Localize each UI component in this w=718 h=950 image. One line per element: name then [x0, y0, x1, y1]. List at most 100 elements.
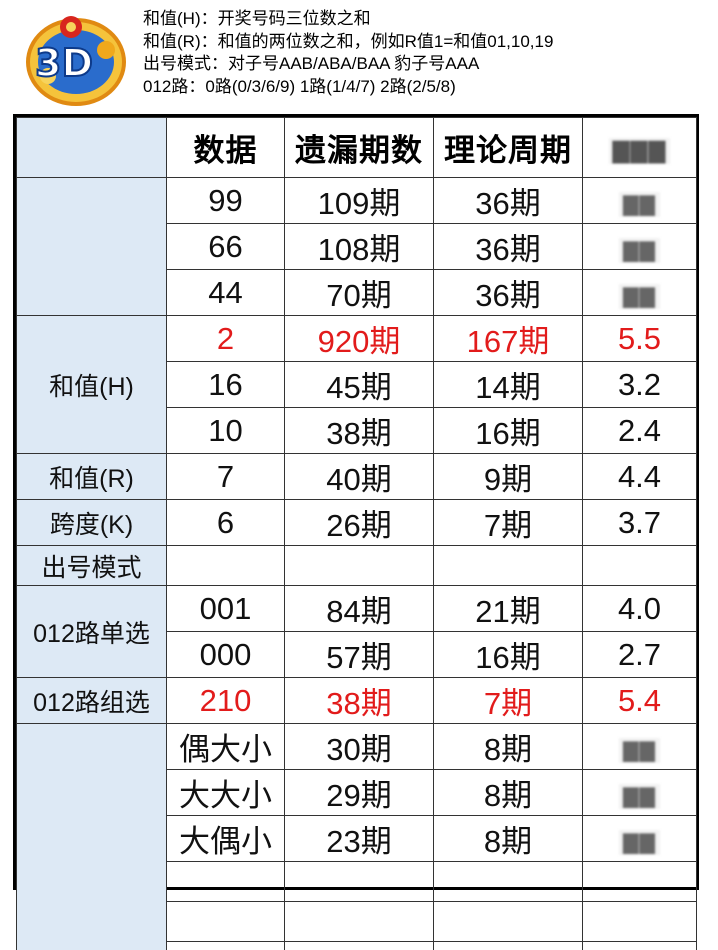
ratio-cell [582, 941, 697, 950]
table-row: 66 108期 36期 ▇▇ [17, 223, 697, 270]
table-row: 大大小 29期 8期 ▇▇ [17, 769, 697, 816]
category-cell: 和值(H) [16, 315, 167, 454]
data-cell: 210 [166, 677, 285, 724]
ratio-cell: 3.2 [582, 361, 697, 408]
ratio-blurred-value: ▇▇ [619, 829, 660, 855]
cycle-cell: 16期 [433, 631, 583, 678]
cycle-cell: 9期 [433, 453, 583, 500]
table-row: 跨度(K) 6 26期 7期 3.7 [16, 499, 697, 546]
table-row: 16 45期 14期 3.2 [17, 361, 697, 408]
miss-cell: 108期 [284, 223, 434, 270]
ratio-cell: 3.7 [582, 499, 697, 546]
cycle-cell: 7期 [433, 677, 583, 724]
ratio-cell: 5.5 [582, 315, 697, 362]
ratio-blurred-value: ▇▇ [619, 783, 660, 809]
table-row: 出号模式 [16, 545, 697, 586]
table-row: 44 70期 36期 ▇▇ [17, 269, 697, 316]
ratio-cell: ▇▇ [582, 269, 697, 316]
miss-cell: 84期 [284, 585, 434, 632]
statistics-table: 数据 遗漏期数 理论周期 ▇▇▇ 99 109期 36期 ▇▇ 66 108期 36期 ▇▇ 4… [16, 117, 697, 950]
ratio-blurred-value: ▇▇ [619, 237, 660, 263]
cycle-cell [433, 861, 583, 902]
miss-cell: 38期 [284, 677, 434, 724]
category-cell: 出号模式 [16, 545, 167, 586]
table-row: 99 109期 36期 ▇▇ [16, 177, 697, 316]
data-cell: 44 [166, 269, 285, 316]
legend-notes: 和值(H)：开奖号码三位数之和 和值(R)：和值的两位数之和，例如R值1=和值0… [143, 8, 553, 98]
cycle-cell: 21期 [433, 585, 583, 632]
table-row: 10 38期 16期 2.4 [17, 407, 697, 454]
ratio-cell: ▇▇ [582, 177, 697, 224]
cycle-cell [433, 901, 583, 942]
ratio-blurred-value: ▇▇ [619, 283, 660, 309]
category-cell: 和值(R) [16, 453, 167, 500]
table-row: 和值(H) 2 920期 167期 5.5 [16, 315, 697, 454]
ratio-cell: 4.4 [582, 453, 697, 500]
miss-cell: 57期 [284, 631, 434, 678]
logo-text: 3D [35, 41, 93, 85]
statistics-table-frame: 数据 遗漏期数 理论周期 ▇▇▇ 99 109期 36期 ▇▇ 66 108期 36期 ▇▇ 4… [13, 114, 699, 950]
note-line: 和值(R)：和值的两位数之和，例如R值1=和值01,10,19 [143, 31, 554, 51]
cycle-cell: 36期 [433, 269, 583, 316]
note-line: 出号模式：对子号AAB/ABA/BAA 豹子号AAA [143, 54, 480, 73]
ratio-cell: 5.4 [582, 677, 697, 724]
header-missed-periods: 遗漏期数 [284, 117, 434, 178]
miss-cell: 45期 [284, 361, 434, 408]
ratio-cell: ▇▇ [582, 723, 697, 770]
cycle-cell: 14期 [433, 361, 583, 408]
header-category [16, 117, 167, 178]
category-cell: 跨度(K) [16, 499, 167, 546]
data-cell: 7 [166, 453, 285, 500]
table-row [17, 941, 697, 950]
miss-cell [284, 941, 434, 950]
miss-cell: 29期 [284, 769, 434, 816]
cycle-cell: 7期 [433, 499, 583, 546]
cycle-cell [433, 941, 583, 950]
ratio-cell [582, 901, 697, 942]
table-header-row: 数据 遗漏期数 理论周期 ▇▇▇ [16, 117, 697, 178]
ratio-cell: 2.7 [582, 631, 697, 678]
data-cell: 2 [166, 315, 285, 362]
category-cell [16, 177, 167, 316]
miss-cell: 26期 [284, 499, 434, 546]
cycle-cell: 36期 [433, 177, 583, 224]
data-cell: 16 [166, 361, 285, 408]
data-cell: 偶大小 [166, 723, 285, 770]
table-row: 012路单选 001 84期 21期 4.0 [16, 585, 697, 678]
table-row: 和值(R) 7 40期 9期 4.4 [16, 453, 697, 500]
miss-cell [284, 861, 434, 902]
cycle-cell: 16期 [433, 407, 583, 454]
lottery-3d-logo: 3D [26, 16, 126, 106]
data-cell: 001 [166, 585, 285, 632]
miss-cell: 30期 [284, 723, 434, 770]
category-cell: 012路单选 [16, 585, 167, 678]
ratio-cell: ▇▇ [582, 815, 697, 862]
table-row: 000 57期 16期 2.7 [17, 631, 697, 678]
data-cell: 大大小 [166, 769, 285, 816]
cycle-cell: 36期 [433, 223, 583, 270]
cycle-cell: 8期 [433, 723, 583, 770]
ratio-cell: ▇▇ [582, 769, 697, 816]
ratio-cell [582, 861, 697, 902]
data-cell: 000 [166, 631, 285, 678]
ratio-cell: ▇▇ [582, 223, 697, 270]
miss-cell: 920期 [284, 315, 434, 362]
table-row: 大偶小 23期 8期 ▇▇ [17, 815, 697, 862]
miss-cell: 23期 [284, 815, 434, 862]
miss-cell: 70期 [284, 269, 434, 316]
ratio-cell [582, 545, 697, 586]
data-cell [166, 941, 285, 950]
data-cell [166, 901, 285, 942]
data-cell: 66 [166, 223, 285, 270]
miss-cell: 40期 [284, 453, 434, 500]
header-data: 数据 [166, 117, 285, 178]
table-row: 012路组选 210 38期 7期 5.4 [16, 677, 697, 724]
ratio-cell: 2.4 [582, 407, 697, 454]
miss-cell: 38期 [284, 407, 434, 454]
header-theoretical-cycle: 理论周期 [433, 117, 583, 178]
note-line: 和值(H)：开奖号码三位数之和 [143, 9, 371, 28]
ratio-blurred-value: ▇▇ [619, 191, 660, 217]
cycle-cell [433, 545, 583, 586]
data-cell: 大偶小 [166, 815, 285, 862]
category-cell: 012路组选 [16, 677, 167, 724]
